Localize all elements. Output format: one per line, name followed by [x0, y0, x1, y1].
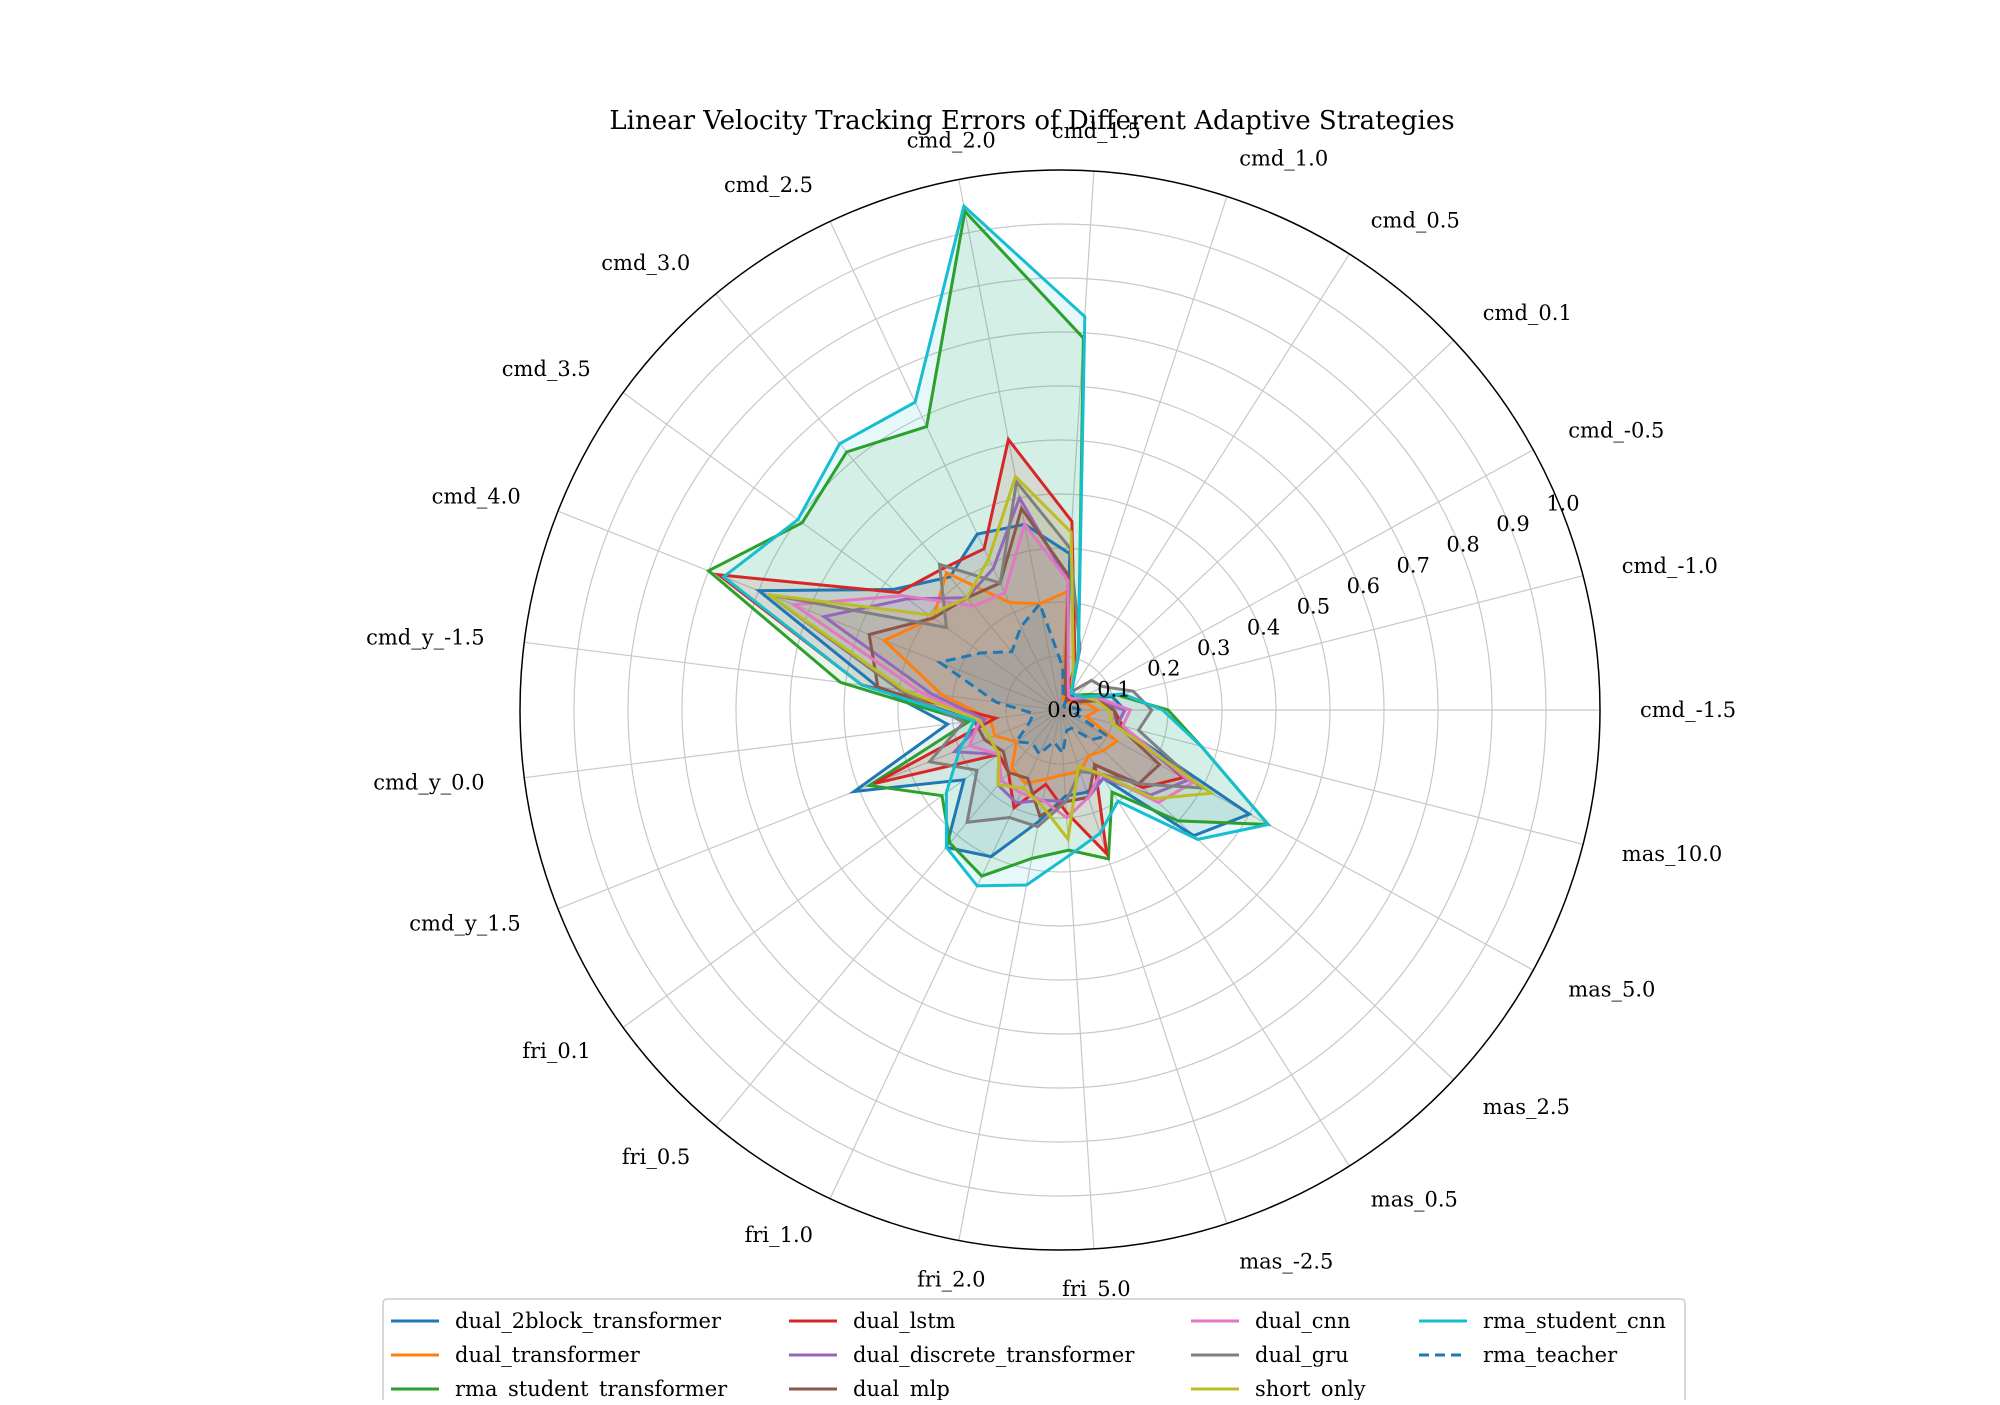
category-label: cmd_y_1.5 [409, 912, 520, 936]
grid-spoke [829, 709, 1061, 1199]
legend-label: rma_teacher [1483, 1343, 1618, 1367]
category-label: mas_2.5 [1483, 1095, 1570, 1119]
category-label: cmd_1.5 [1052, 119, 1141, 143]
series-lines [705, 203, 1272, 888]
category-label: fri_0.1 [522, 1039, 590, 1063]
grid-spoke [1059, 709, 1455, 1081]
r-tick-label: 0.0 [1047, 698, 1080, 722]
series-fill [768, 476, 1212, 840]
category-label: mas_5.0 [1568, 977, 1655, 1001]
category-label: cmd_4.0 [432, 485, 521, 509]
category-label: cmd_1.0 [1239, 146, 1328, 170]
r-tick-label: 0.2 [1147, 657, 1180, 681]
grid-spoke [1059, 339, 1455, 711]
category-label: cmd_y_0.0 [373, 771, 484, 795]
grid-spoke [715, 293, 1061, 711]
category-label: cmd_-1.5 [1640, 698, 1736, 722]
category-label: fri_1.0 [745, 1223, 813, 1247]
legend-label: dual_mlp [853, 1377, 950, 1400]
category-label: cmd_0.1 [1483, 301, 1572, 325]
category-label: mas_-2.5 [1239, 1250, 1333, 1274]
grid-spoke [958, 179, 1061, 711]
legend-label: dual_lstm [853, 1309, 956, 1333]
category-labels: cmd_-1.5cmd_-1.0cmd_-0.5cmd_0.1cmd_0.5cm… [366, 119, 1736, 1301]
grid-spoke [557, 510, 1061, 711]
series-fills [708, 206, 1269, 886]
legend-label: dual_2block_transformer [455, 1309, 722, 1333]
legend-label: dual_transformer [455, 1343, 641, 1367]
category-label: cmd_2.5 [724, 173, 813, 197]
r-tick-label: 0.7 [1396, 553, 1429, 577]
legend-label: rma_student_transformer [455, 1377, 728, 1400]
grid-spoke [622, 392, 1061, 711]
polar-frame [519, 169, 1601, 1251]
series-line [789, 521, 1196, 820]
category-label: cmd_2.0 [907, 128, 996, 152]
category-label: fri_2.0 [917, 1268, 985, 1292]
category-label: cmd_-1.0 [1622, 554, 1718, 578]
grid-spoke [557, 709, 1061, 910]
radial-grid [519, 169, 1601, 1251]
grid-spoke [1059, 196, 1228, 711]
category-label: mas_10.0 [1622, 842, 1722, 866]
legend-label: short_only [1255, 1377, 1366, 1400]
legend-label: dual_gru [1255, 1343, 1349, 1367]
category-label: cmd_-0.5 [1568, 419, 1664, 443]
category-label: cmd_0.5 [1371, 208, 1460, 232]
legend: dual_2block_transformerdual_transformerr… [382, 1298, 1686, 1405]
legend-label: rma_student_cnn [1483, 1309, 1666, 1333]
series-line [935, 600, 1111, 757]
r-tick-label: 0.3 [1197, 636, 1230, 660]
r-tick-label: 0.4 [1247, 615, 1280, 639]
grid-spoke [1059, 449, 1534, 711]
grid-spoke [622, 709, 1061, 1028]
chart-title: Linear Velocity Tracking Errors of Diffe… [609, 106, 1454, 136]
grid-spoke [829, 221, 1061, 711]
category-label: cmd_y_-1.5 [366, 625, 484, 649]
grid-spoke [1059, 253, 1350, 711]
grid-spoke [1059, 709, 1584, 845]
grid-spoke [1059, 575, 1584, 711]
r-tick-label: 0.5 [1297, 595, 1330, 619]
grid-spoke [524, 641, 1061, 711]
category-label: cmd_3.5 [502, 357, 591, 381]
category-label: mas_0.5 [1371, 1188, 1458, 1212]
radial-tick-labels: 0.0 0.1 0.2 0.3 0.4 0.5 0.6 0.7 0.8 0.9 1.0 [1047, 491, 1579, 722]
series-fill [939, 603, 1108, 754]
grid-spoke [958, 709, 1061, 1241]
grid-spoke [1059, 709, 1350, 1167]
series-fill [869, 508, 1160, 817]
category-label: cmd_3.0 [601, 251, 690, 275]
legend-label: dual_discrete_transformer [853, 1343, 1135, 1367]
r-tick-label: 0.9 [1496, 512, 1529, 536]
category-label: fri_5.0 [1062, 1277, 1130, 1301]
legend-box [382, 1298, 1686, 1405]
legend-label: dual_cnn [1255, 1309, 1351, 1333]
series-fill [723, 206, 1269, 886]
r-tick-label: 0.1 [1097, 677, 1130, 701]
r-tick-label: 1.0 [1546, 491, 1579, 515]
r-tick-label: 0.6 [1347, 574, 1380, 598]
series-line [721, 203, 1271, 888]
category-label: fri_0.5 [622, 1145, 690, 1169]
grid-spoke [1059, 709, 1534, 971]
r-tick-label: 0.8 [1446, 533, 1479, 557]
